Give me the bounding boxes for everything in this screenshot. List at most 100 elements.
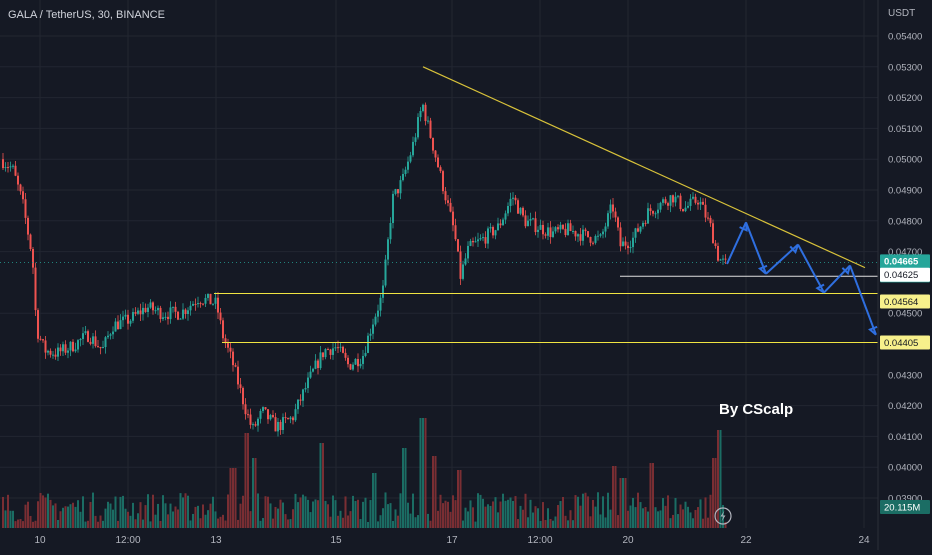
volume-bar [477,493,479,528]
price-tick-label: 0.04800 [888,216,922,227]
candle-body [534,218,537,233]
candle-body [339,346,342,348]
volume-bar [64,506,67,528]
candle-body [254,424,257,426]
volume-bar [89,501,92,528]
volume-bar [632,497,634,528]
candle-body [154,310,157,312]
volume-bar [237,519,239,528]
candle-body [387,239,389,260]
volume-bar [112,509,114,528]
volume-bar [719,430,722,528]
volume-bar [634,507,637,528]
candle-body [649,208,652,212]
volume-bar [374,473,377,528]
volume-bar [24,504,27,528]
candle-body [164,316,167,318]
volume-bar [192,513,194,528]
candle-body [364,352,367,356]
replay-button[interactable] [714,507,732,525]
level-1-tag-bg [880,294,930,309]
volume-bar [194,506,197,528]
volume-bar [472,507,474,528]
candle-body [412,141,414,156]
candle-body [202,303,204,305]
candle-body [29,234,32,249]
volume-bar [317,500,319,528]
candle-body [654,213,657,215]
volume-bar [569,510,572,528]
candle-body [239,384,242,388]
volume-bar [469,500,472,528]
candle-body [577,234,579,237]
price-axis[interactable]: 0.05400 0.05300 0.05200 0.05100 0.05000 0.049… [888,32,922,505]
candle-body [494,230,497,236]
candle-body [262,407,264,411]
volume-bar [164,503,167,528]
candle-body [2,159,4,169]
volume-bar [267,496,269,528]
volume-bar [177,509,179,528]
volume-bar [292,509,294,528]
candle-body [144,307,147,312]
volume-bar [682,509,684,528]
candle-body [307,377,309,389]
volume-bar [282,502,284,528]
candle-body [37,310,39,339]
price-tick-label: 0.05200 [888,93,922,104]
volume-bar [322,443,324,528]
volume-bar [92,492,94,528]
candle-body [174,306,177,312]
candle-body [517,200,519,214]
candle-body [684,207,687,212]
volume-bar [602,496,604,528]
candle-body [289,417,292,420]
symbol-title[interactable]: GALA / TetherUS, 30, BINANCE [8,9,165,21]
volume-bar [444,500,447,528]
volume-bar [714,458,717,528]
candle-body [587,231,589,238]
volume-bar [197,505,199,528]
candle-body [702,201,704,205]
candle-body [367,335,369,353]
volume-bar [32,521,34,528]
candle-body [74,349,77,352]
volume-bar [44,497,47,528]
volume-bar [599,514,602,528]
volume-bar [402,448,404,528]
candle-body [477,239,479,242]
candle-body [172,306,174,308]
candle-body [642,222,644,227]
volume-bar [574,495,577,528]
candle-body [294,409,297,421]
time-axis[interactable]: 10 12:00 13 15 17 12:00 20 22 24 [34,535,870,546]
candle-body [719,259,722,261]
candle-body [372,324,374,334]
candle-body [574,231,577,237]
volume-bar [219,516,222,528]
volume-bar [327,504,329,528]
volume-bar [587,496,589,528]
currency-label: USDT [888,8,915,19]
volume-bar [379,515,382,528]
candle-body [299,399,302,401]
volume-bar [449,511,452,528]
candle-body [504,213,507,220]
volume-bar [132,502,134,528]
candle-body [647,208,649,224]
volume-bar [397,515,399,528]
candle-body [472,240,474,243]
candle-body [572,231,574,233]
volume-bar [242,495,244,528]
candle-body [134,312,137,314]
candle-body [357,359,359,367]
candle-body [57,347,59,357]
candle-body [89,341,92,344]
projection-arrowhead [841,265,851,276]
volume-bar [724,521,727,528]
volume-bar [452,495,454,528]
candle-body [424,104,427,122]
lightning-icon[interactable] [714,507,732,525]
